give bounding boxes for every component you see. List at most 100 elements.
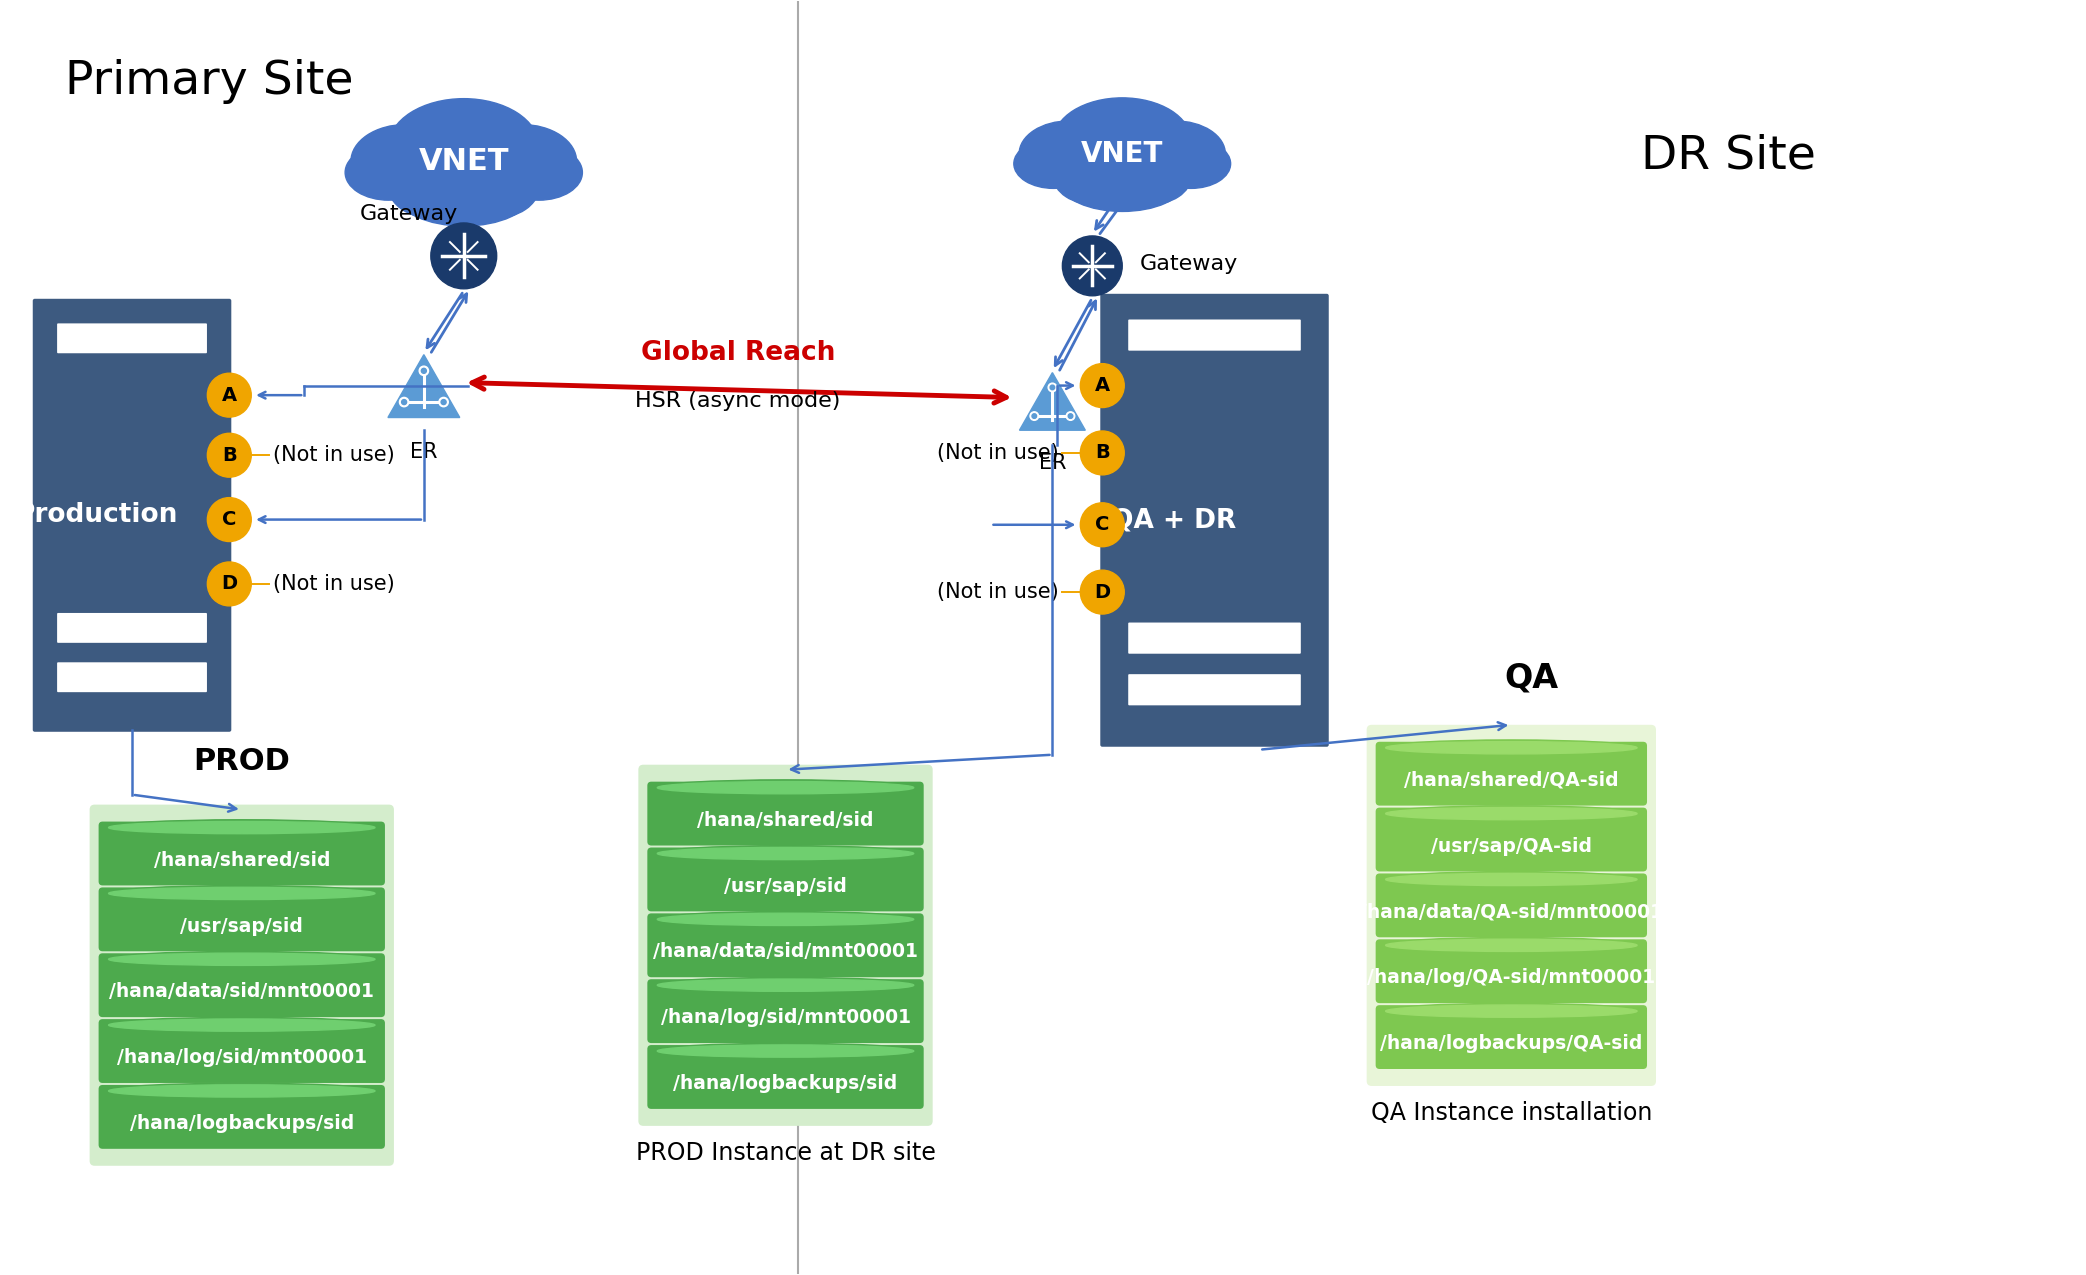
Circle shape (1068, 414, 1072, 418)
Text: /hana/shared/sid: /hana/shared/sid (697, 811, 874, 830)
FancyBboxPatch shape (1129, 674, 1302, 705)
Polygon shape (388, 354, 459, 417)
Text: Production: Production (17, 502, 177, 528)
Text: (Not in use): (Not in use) (273, 445, 394, 465)
Ellipse shape (1014, 139, 1093, 189)
Text: Global Reach: Global Reach (640, 339, 834, 366)
FancyBboxPatch shape (90, 805, 394, 1165)
Circle shape (1033, 414, 1037, 418)
FancyBboxPatch shape (1129, 320, 1302, 351)
Text: /hana/data/sid/mnt00001: /hana/data/sid/mnt00001 (653, 942, 918, 961)
Text: /hana/shared/QA-sid: /hana/shared/QA-sid (1404, 771, 1619, 790)
FancyBboxPatch shape (1375, 742, 1648, 806)
Ellipse shape (106, 820, 378, 835)
Text: /hana/logbackups/sid: /hana/logbackups/sid (674, 1074, 897, 1093)
Ellipse shape (657, 913, 914, 926)
Circle shape (1062, 236, 1122, 296)
Text: B: B (221, 446, 236, 464)
Circle shape (432, 223, 496, 289)
FancyBboxPatch shape (1366, 724, 1656, 1086)
Ellipse shape (108, 954, 375, 965)
Ellipse shape (1385, 940, 1638, 951)
Text: B: B (1095, 444, 1110, 463)
Ellipse shape (108, 821, 375, 834)
Ellipse shape (1383, 806, 1640, 821)
Ellipse shape (1385, 742, 1638, 754)
Text: ER: ER (1039, 454, 1066, 473)
Circle shape (207, 434, 250, 477)
Ellipse shape (1385, 873, 1638, 886)
Text: Gateway: Gateway (1141, 254, 1239, 274)
Text: HSR (async mode): HSR (async mode) (636, 390, 841, 411)
Ellipse shape (657, 1046, 914, 1057)
Circle shape (207, 374, 250, 417)
Text: VNET: VNET (1081, 140, 1164, 168)
Ellipse shape (388, 156, 482, 218)
Text: /usr/sap/sid: /usr/sap/sid (179, 917, 302, 936)
Ellipse shape (446, 156, 538, 218)
Ellipse shape (1106, 149, 1191, 205)
Ellipse shape (1385, 807, 1638, 820)
Circle shape (207, 562, 250, 606)
Text: /hana/logbackups/sid: /hana/logbackups/sid (129, 1114, 355, 1133)
FancyBboxPatch shape (647, 848, 924, 912)
Text: /hana/log/sid/mnt00001: /hana/log/sid/mnt00001 (661, 1009, 909, 1028)
Text: /hana/shared/sid: /hana/shared/sid (154, 850, 330, 870)
Circle shape (403, 399, 407, 404)
FancyBboxPatch shape (647, 979, 924, 1043)
Ellipse shape (657, 848, 914, 859)
Circle shape (1081, 431, 1124, 474)
Ellipse shape (396, 163, 530, 226)
Ellipse shape (655, 978, 916, 993)
Ellipse shape (108, 1019, 375, 1031)
FancyBboxPatch shape (98, 1019, 386, 1082)
Ellipse shape (1383, 872, 1640, 887)
Ellipse shape (388, 98, 538, 195)
Circle shape (421, 368, 426, 374)
Circle shape (1081, 502, 1124, 547)
FancyBboxPatch shape (33, 298, 232, 732)
Text: Primary Site: Primary Site (65, 59, 353, 103)
FancyBboxPatch shape (647, 1046, 924, 1109)
FancyBboxPatch shape (1099, 293, 1329, 747)
FancyBboxPatch shape (1375, 1005, 1648, 1068)
Ellipse shape (1383, 740, 1640, 756)
Text: DR Site: DR Site (1642, 134, 1817, 179)
FancyBboxPatch shape (1375, 807, 1648, 871)
Ellipse shape (1062, 156, 1183, 212)
Text: C: C (1095, 515, 1110, 534)
FancyBboxPatch shape (98, 821, 386, 885)
Circle shape (1049, 385, 1056, 390)
Circle shape (1047, 384, 1058, 391)
FancyBboxPatch shape (638, 765, 932, 1126)
Text: (Not in use): (Not in use) (273, 574, 394, 594)
Ellipse shape (655, 1043, 916, 1058)
Circle shape (1030, 412, 1039, 421)
Ellipse shape (106, 951, 378, 966)
FancyBboxPatch shape (1129, 622, 1302, 654)
Text: (Not in use): (Not in use) (937, 442, 1058, 463)
Ellipse shape (657, 979, 914, 992)
Ellipse shape (655, 912, 916, 927)
Polygon shape (1020, 372, 1085, 430)
FancyBboxPatch shape (56, 613, 207, 643)
Text: Gateway: Gateway (359, 204, 459, 224)
FancyBboxPatch shape (647, 913, 924, 977)
Circle shape (398, 398, 409, 407)
FancyBboxPatch shape (647, 782, 924, 845)
Ellipse shape (1053, 149, 1139, 205)
Ellipse shape (1383, 937, 1640, 954)
Text: /usr/sap/sid: /usr/sap/sid (724, 877, 847, 895)
Ellipse shape (106, 886, 378, 901)
Circle shape (419, 366, 428, 375)
Ellipse shape (344, 145, 432, 200)
FancyBboxPatch shape (1375, 873, 1648, 937)
Text: /hana/log/sid/mnt00001: /hana/log/sid/mnt00001 (117, 1048, 367, 1067)
Ellipse shape (1020, 121, 1120, 186)
Ellipse shape (1053, 98, 1191, 184)
FancyBboxPatch shape (98, 887, 386, 951)
Circle shape (207, 497, 250, 542)
Ellipse shape (1151, 139, 1231, 189)
Circle shape (1081, 363, 1124, 408)
Circle shape (1081, 570, 1124, 615)
